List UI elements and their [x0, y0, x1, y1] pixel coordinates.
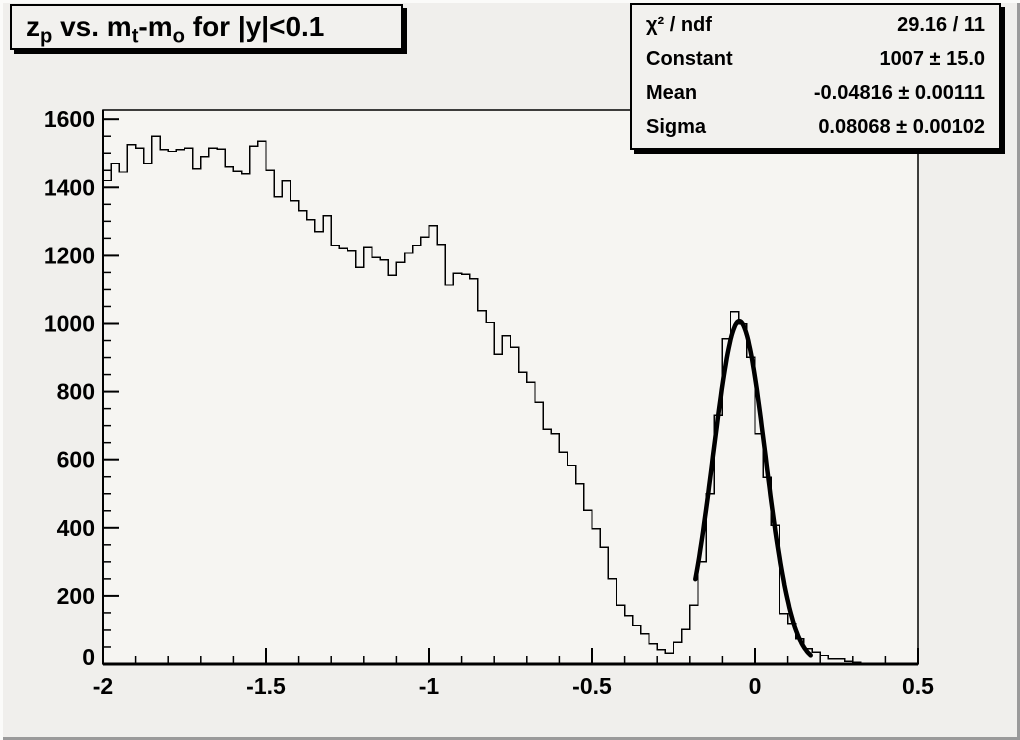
y-tick-label: 1600	[44, 106, 95, 132]
stat-row-mean: Mean -0.04816 ± 0.00111	[646, 82, 985, 105]
plot-frame	[102, 109, 919, 665]
x-tick-label: 0.5	[902, 673, 934, 699]
stat-value: 0.08068 ± 0.00102	[818, 115, 985, 138]
y-tick-label: 800	[57, 379, 95, 405]
plot-title: zp vs. mt-mo for |y|<0.1	[26, 11, 325, 48]
y-tick-label: 400	[57, 515, 95, 541]
x-tick-label: 0	[749, 673, 762, 699]
title-box: zp vs. mt-mo for |y|<0.1	[10, 4, 403, 50]
y-tick-label: 0	[82, 644, 95, 670]
stat-value: 1007 ± 15.0	[879, 48, 985, 71]
x-tick-label: -0.5	[572, 673, 612, 699]
stat-label: Constant	[646, 48, 733, 71]
stat-value: 29.16 / 11	[897, 14, 985, 37]
stat-row-chi2: χ² / ndf 29.16 / 11	[646, 14, 985, 37]
y-tick-label: 600	[57, 447, 95, 473]
y-tick-label: 1400	[44, 174, 95, 200]
stat-label: Sigma	[646, 115, 707, 138]
y-tick-label: 1000	[44, 310, 95, 336]
x-tick-label: -1	[419, 673, 440, 699]
histogram-line	[102, 135, 918, 665]
stat-row-constant: Constant 1007 ± 15.0	[646, 48, 985, 71]
stat-label: χ² / ndf	[646, 14, 712, 37]
stat-row-sigma: Sigma 0.08068 ± 0.00102	[646, 116, 985, 139]
x-tick-label: -2	[93, 673, 113, 699]
y-tick-label: 200	[57, 583, 95, 609]
stat-value: -0.04816 ± 0.00111	[813, 81, 985, 104]
stat-label: Mean	[646, 81, 698, 104]
stats-box: χ² / ndf 29.16 / 11 Constant 1007 ± 15.0…	[630, 3, 1001, 150]
gaussian-fit-curve	[693, 318, 813, 658]
x-tick-label: -1.5	[246, 673, 286, 699]
y-tick-label: 1200	[44, 242, 95, 268]
